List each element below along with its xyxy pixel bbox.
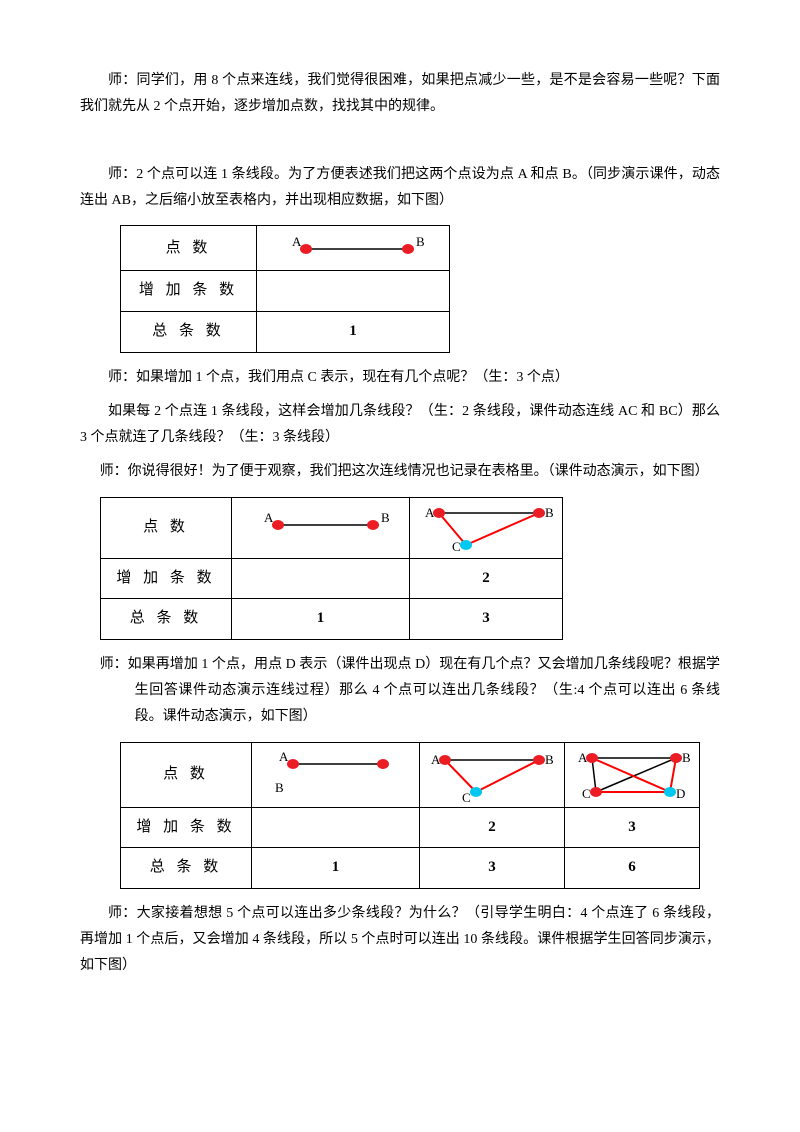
svg-text:C: C	[452, 539, 461, 554]
label-total: 总 条 数	[101, 599, 232, 640]
table-row: 总 条 数 1	[121, 312, 450, 353]
svg-text:B: B	[682, 750, 691, 765]
cell-added-2: 2	[410, 558, 563, 599]
table-row: 点 数 AB ABC ABCD	[121, 742, 700, 807]
svg-text:A: A	[264, 510, 274, 525]
cell-total-1: 1	[257, 312, 450, 353]
table-row: 增 加 条 数 2 3	[121, 807, 700, 848]
label-points: 点 数	[121, 742, 252, 807]
table-3: 点 数 AB ABC ABCD 增 加 条 数 2 3 总 条 数 1 3 6	[120, 742, 700, 890]
table-row: 点 数 AB ABC	[101, 497, 563, 558]
label-points: 点 数	[121, 226, 257, 271]
cell-total-3: 6	[565, 848, 700, 889]
cell-diagram-ab: AB	[232, 497, 410, 558]
table-1: 点 数 AB 增 加 条 数 总 条 数 1	[120, 225, 450, 353]
svg-text:B: B	[416, 234, 425, 249]
cell-diagram-abc: A B C	[420, 742, 565, 807]
svg-text:A: A	[279, 749, 289, 764]
svg-text:B: B	[545, 505, 554, 520]
cell-blank	[252, 807, 420, 848]
paragraph-1: 师：同学们，用 8 个点来连线，我们觉得很困难，如果把点减少一些，是不是会容易一…	[80, 68, 720, 120]
table-row: 增 加 条 数 2	[101, 558, 563, 599]
svg-text:A: A	[292, 234, 302, 249]
table-2: 点 数 AB ABC 增 加 条 数 2 总 条 数 1 3	[100, 497, 563, 641]
paragraph-6: 师：如果再增加 1 个点，用点 D 表示（课件出现点 D）现在有几个点？又会增加…	[90, 652, 720, 730]
table-row: 点 数 AB	[121, 226, 450, 271]
cell-blank	[232, 558, 410, 599]
paragraph-4: 如果每 2 个点连 1 条线段，这样会增加几条线段？（生：2 条线段，课件动态连…	[80, 399, 720, 451]
cell-total-2: 3	[420, 848, 565, 889]
cell-total-2: 3	[410, 599, 563, 640]
svg-text:D: D	[676, 786, 685, 801]
cell-diagram-ab: AB	[252, 742, 420, 807]
paragraph-5: 师：你说得很好！为了便于观察，我们把这次连线情况也记录在表格里。（课件动态演示，…	[90, 459, 720, 485]
svg-text:C: C	[582, 786, 591, 801]
label-total: 总 条 数	[121, 312, 257, 353]
svg-text:C: C	[462, 790, 471, 805]
svg-text:B: B	[381, 510, 390, 525]
label-added: 增 加 条 数	[121, 807, 252, 848]
cell-diagram-abcd: A B C D	[565, 742, 700, 807]
table-row: 总 条 数 1 3 6	[121, 848, 700, 889]
cell-total-1: 1	[232, 599, 410, 640]
svg-text:B: B	[275, 780, 284, 795]
paragraph-3: 师：如果增加 1 个点，我们用点 C 表示，现在有几个点呢？（生：3 个点）	[80, 365, 720, 391]
cell-added-3: 3	[565, 807, 700, 848]
paragraph-7: 师：大家接着想想 5 个点可以连出多少条线段？为什么？（引导学生明白：4 个点连…	[80, 901, 720, 979]
cell-total-1: 1	[252, 848, 420, 889]
paragraph-2: 师：2 个点可以连 1 条线段。为了方便表述我们把这两个点设为点 A 和点 B。…	[80, 162, 720, 214]
svg-text:A: A	[431, 752, 441, 767]
label-total: 总 条 数	[121, 848, 252, 889]
cell-diagram-abc: A B C	[410, 497, 563, 558]
svg-text:A: A	[425, 505, 435, 520]
table-row: 增 加 条 数	[121, 271, 450, 312]
svg-text:A: A	[578, 750, 588, 765]
label-added: 增 加 条 数	[121, 271, 257, 312]
svg-text:B: B	[545, 752, 554, 767]
table-row: 总 条 数 1 3	[101, 599, 563, 640]
label-points: 点 数	[101, 497, 232, 558]
cell-diagram-ab: AB	[257, 226, 450, 271]
cell-added-2: 2	[420, 807, 565, 848]
label-added: 增 加 条 数	[101, 558, 232, 599]
cell-blank	[257, 271, 450, 312]
